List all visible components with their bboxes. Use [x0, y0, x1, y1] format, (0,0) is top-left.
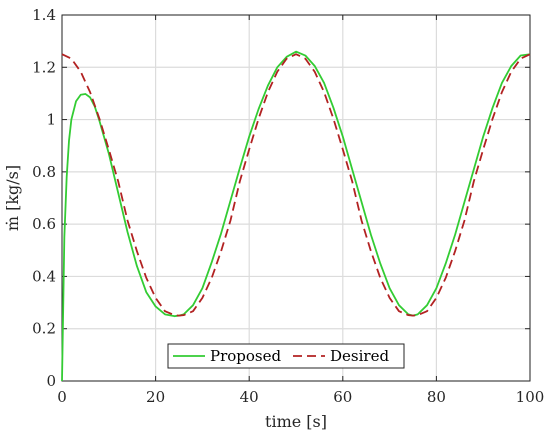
series-line-desired [61, 53, 531, 317]
plot-area [61, 14, 531, 382]
legend-label-desired: Desired [330, 347, 389, 365]
y-axis-label: ṁ [kg/s] [3, 165, 22, 231]
grid [61, 14, 531, 382]
y-tick-label: 0.4 [32, 267, 56, 285]
x-tick-label: 60 [333, 388, 352, 406]
y-axis: 0 0.2 0.4 0.6 0.8 1 1.2 1.4 [32, 6, 530, 390]
y-tick-label: 1 [46, 111, 56, 129]
y-tick-label: 0.6 [32, 215, 56, 233]
y-tick-label: 0 [46, 372, 56, 390]
legend: Proposed Desired [167, 343, 405, 369]
x-tick-label: 20 [146, 388, 165, 406]
legend-box [167, 343, 405, 369]
x-tick-label: 100 [516, 388, 545, 406]
y-tick-label: 0.8 [32, 163, 56, 181]
series-layer [61, 50, 531, 382]
y-tick-label: 0.2 [32, 320, 56, 338]
x-tick-label: 80 [427, 388, 446, 406]
y-tick-label: 1.4 [32, 6, 56, 24]
y-tick-label: 1.2 [32, 58, 56, 76]
x-tick-label: 40 [240, 388, 259, 406]
x-axis: 0 20 40 60 80 100 [57, 15, 544, 406]
series-line-proposed [61, 50, 531, 382]
x-tick-label: 0 [57, 388, 67, 406]
x-axis-label: time [s] [265, 412, 327, 431]
legend-label-proposed: Proposed [210, 347, 282, 365]
